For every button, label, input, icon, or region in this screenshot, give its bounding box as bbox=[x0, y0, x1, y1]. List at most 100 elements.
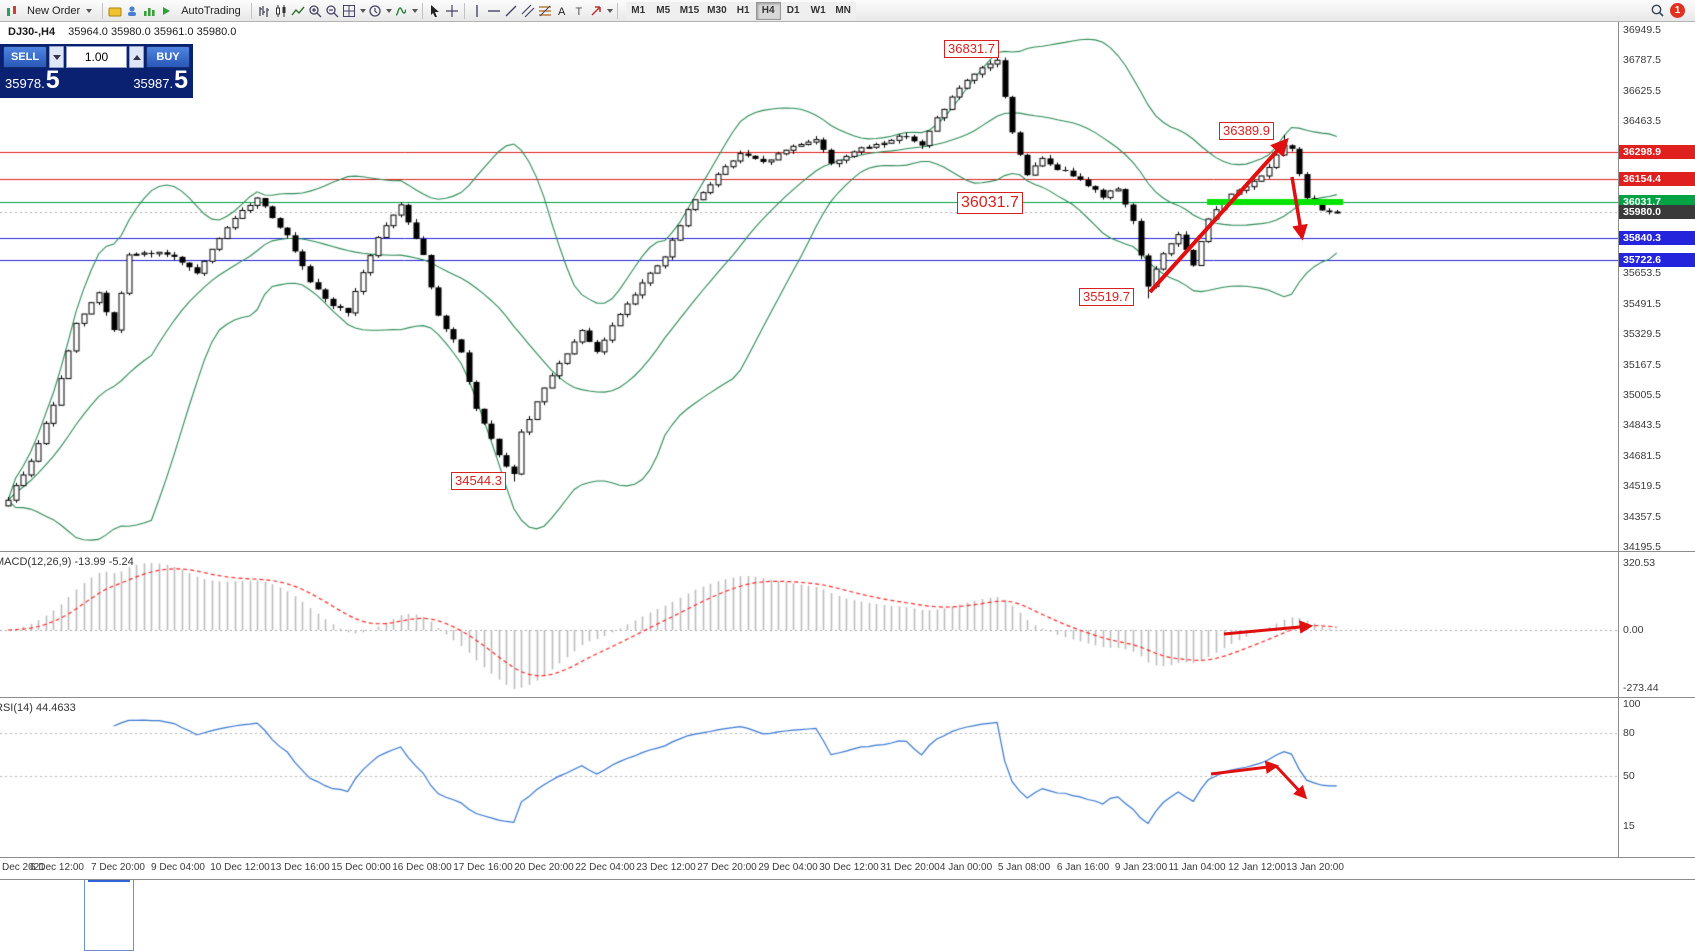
bar-chart-icon[interactable] bbox=[256, 3, 272, 19]
panel-separator[interactable] bbox=[0, 697, 1695, 698]
time-label: 6 Dec 12:00 bbox=[30, 862, 84, 873]
cursor-icon[interactable] bbox=[427, 3, 443, 19]
triangle-up-icon bbox=[132, 54, 141, 60]
panel-separator bbox=[0, 879, 1695, 880]
timeframe-button-M5[interactable]: M5 bbox=[650, 1, 676, 20]
timeframe-button-H4[interactable]: H4 bbox=[755, 1, 781, 20]
price-annotation[interactable]: 34544.3 bbox=[451, 472, 506, 491]
market-watch-icon[interactable] bbox=[141, 3, 157, 19]
new-order-button[interactable]: New Order bbox=[21, 1, 98, 21]
equidistant-channel-icon[interactable] bbox=[520, 3, 536, 19]
macd-axis-max: 320.53 bbox=[1623, 557, 1656, 569]
chevron-down-icon[interactable] bbox=[411, 8, 418, 13]
volume-input[interactable] bbox=[66, 46, 127, 68]
price-annotation[interactable]: 35519.7 bbox=[1079, 288, 1134, 307]
zoom-out-icon[interactable] bbox=[324, 3, 340, 19]
line-chart-icon[interactable] bbox=[290, 3, 306, 19]
chevron-down-icon[interactable] bbox=[385, 8, 392, 13]
timeframe-group: M1 M5 M15 M30 H1 H4 D1 W1 MN bbox=[625, 1, 856, 20]
text-icon[interactable]: A bbox=[554, 3, 570, 19]
price-tick: 34195.5 bbox=[1623, 541, 1661, 553]
buy-button[interactable]: BUY bbox=[146, 46, 190, 68]
trendline-icon[interactable] bbox=[503, 3, 519, 19]
chevron-down-icon[interactable] bbox=[606, 8, 613, 13]
time-label: Dec 2021 bbox=[2, 862, 45, 873]
rsi-axis-value: 100 bbox=[1623, 698, 1641, 710]
zoom-in-icon[interactable] bbox=[307, 3, 323, 19]
time-label: 20 Dec 20:00 bbox=[514, 862, 574, 873]
indicators-icon[interactable] bbox=[393, 3, 409, 19]
timeframe-button-M15[interactable]: M15 bbox=[675, 1, 704, 20]
time-label: 16 Dec 08:00 bbox=[392, 862, 452, 873]
price-tag: 36298.9 bbox=[1619, 145, 1695, 160]
panel-separator[interactable] bbox=[0, 551, 1695, 552]
price-tag: 35980.0 bbox=[1619, 205, 1695, 219]
time-label: 23 Dec 12:00 bbox=[636, 862, 696, 873]
price-tag: 35722.6 bbox=[1619, 253, 1695, 268]
time-label: 17 Dec 16:00 bbox=[453, 862, 513, 873]
time-axis[interactable]: Dec 2021 6 Dec 12:00 7 Dec 20:00 9 Dec 04:0… bbox=[0, 858, 1618, 879]
time-label: 27 Dec 20:00 bbox=[697, 862, 757, 873]
price-tag: 36154.4 bbox=[1619, 172, 1695, 187]
timeframe-button-M30[interactable]: M30 bbox=[703, 1, 731, 20]
crosshair-icon[interactable] bbox=[444, 3, 460, 19]
timeframe-button-D1[interactable]: D1 bbox=[780, 1, 806, 20]
tile-windows-icon[interactable] bbox=[341, 3, 357, 19]
fibonacci-icon[interactable] bbox=[537, 3, 553, 19]
ohlc-values: 35964.0 35980.0 35961.0 35980.0 bbox=[68, 26, 237, 38]
svg-text:A: A bbox=[558, 6, 566, 18]
price-axis-column[interactable]: 36949.5 36787.5 36625.5 36463.5 35653.5 35491… bbox=[1618, 22, 1695, 858]
toolbar-separator bbox=[421, 2, 423, 19]
volume-up-button[interactable] bbox=[129, 46, 144, 68]
timeframe-button-H1[interactable]: H1 bbox=[730, 1, 756, 20]
symbol-period-label: DJ30-,H4 bbox=[8, 26, 56, 38]
sell-button[interactable]: SELL bbox=[3, 46, 47, 68]
timeframe-button-M1[interactable]: M1 bbox=[625, 1, 651, 20]
price-chart-canvas[interactable] bbox=[0, 22, 1618, 551]
search-icon[interactable] bbox=[1649, 3, 1665, 19]
time-label: 13 Jan 20:00 bbox=[1286, 862, 1344, 873]
price-annotation[interactable]: 36831.7 bbox=[944, 40, 999, 59]
time-label: 22 Dec 04:00 bbox=[575, 862, 635, 873]
new-order-icon bbox=[4, 3, 20, 19]
rsi-indicator-canvas[interactable] bbox=[0, 698, 1618, 857]
price-tick: 34681.5 bbox=[1623, 449, 1661, 462]
price-tick: 34843.5 bbox=[1623, 419, 1661, 432]
notification-badge[interactable]: 1 bbox=[1670, 3, 1685, 18]
autotrading-icon bbox=[158, 3, 174, 19]
price-tick: 36787.5 bbox=[1623, 54, 1661, 67]
volume-down-button[interactable] bbox=[49, 46, 64, 68]
chevron-down-icon[interactable] bbox=[359, 8, 366, 13]
time-label: 10 Dec 12:00 bbox=[210, 862, 270, 873]
rsi-axis-value: 15 bbox=[1623, 820, 1635, 833]
profiles-icon[interactable] bbox=[124, 3, 140, 19]
period-clock-icon[interactable] bbox=[367, 3, 383, 19]
time-label: 5 Jan 08:00 bbox=[997, 862, 1051, 873]
timeframe-button-W1[interactable]: W1 bbox=[805, 1, 831, 20]
macd-indicator-canvas[interactable] bbox=[0, 552, 1618, 697]
label-icon[interactable]: T bbox=[571, 3, 587, 19]
time-label: 13 Dec 16:00 bbox=[270, 862, 330, 873]
vertical-line-icon[interactable] bbox=[469, 3, 485, 19]
rsi-label: RSI(14) 44.4633 bbox=[0, 702, 76, 714]
toolbar-separator bbox=[616, 2, 618, 19]
price-annotation[interactable]: 36389.9 bbox=[1219, 122, 1274, 141]
window-fragment bbox=[84, 874, 134, 951]
timeframe-button-MN[interactable]: MN bbox=[830, 1, 856, 20]
price-tick: 36949.5 bbox=[1623, 24, 1661, 36]
panel-separator[interactable] bbox=[0, 857, 1695, 858]
price-tick: 36463.5 bbox=[1623, 115, 1661, 128]
horizontal-line-icon[interactable] bbox=[486, 3, 502, 19]
candlestick-chart-icon[interactable] bbox=[273, 3, 289, 19]
charts-icon[interactable] bbox=[107, 3, 123, 19]
macd-label: MACD(12,26,9) -13.99 -5.24 bbox=[0, 556, 134, 568]
price-annotation[interactable]: 36031.7 bbox=[957, 192, 1023, 214]
time-label: 30 Dec 12:00 bbox=[819, 862, 879, 873]
toolbar-separator bbox=[250, 2, 252, 19]
autotrading-button[interactable]: AutoTrading bbox=[175, 1, 247, 21]
toolbar: New Order AutoTrading A T M1 M5 M15 M30 H1 H4… bbox=[0, 0, 1695, 22]
arrow-tools-icon[interactable] bbox=[588, 3, 604, 19]
price-tick: 36625.5 bbox=[1623, 84, 1661, 97]
time-label: 12 Jan 12:00 bbox=[1228, 862, 1286, 873]
macd-axis-zero: 0.00 bbox=[1623, 624, 1644, 636]
